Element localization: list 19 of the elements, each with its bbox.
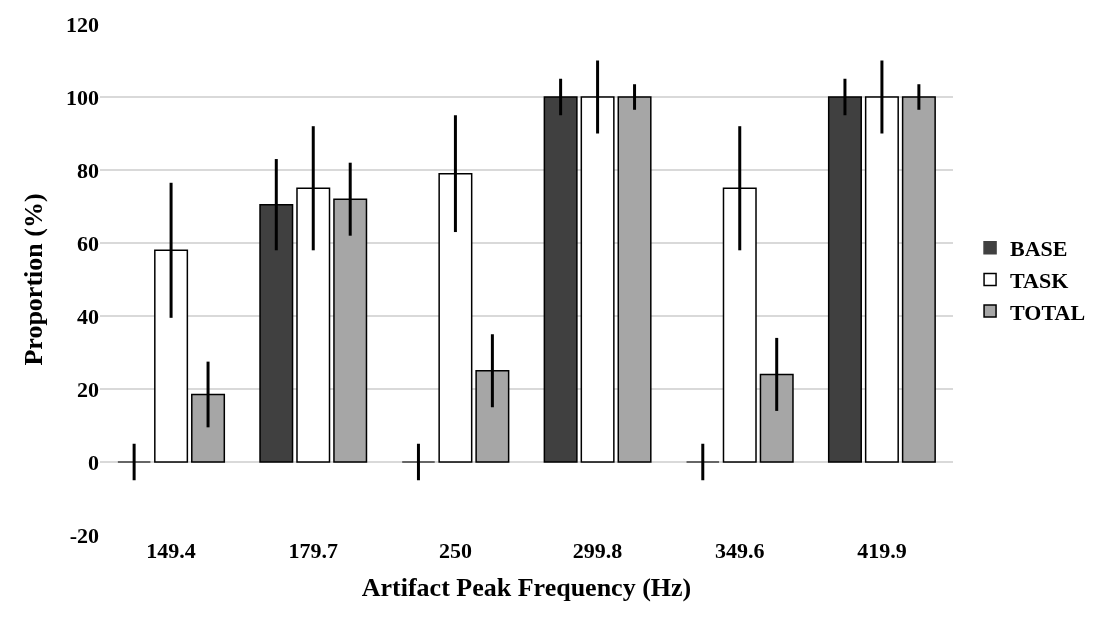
y-tick-label: 0 (88, 449, 99, 475)
x-axis-title: Artifact Peak Frequency (Hz) (361, 572, 692, 602)
legend-label: TOTAL (1010, 299, 1086, 325)
x-tick-label: 179.7 (288, 538, 338, 563)
x-tick-label: 250 (438, 538, 472, 563)
legend-label: TASK (1010, 267, 1069, 293)
y-tick-label: 40 (77, 303, 99, 329)
y-tick-label: 60 (77, 230, 99, 256)
y-axis-title: Proportion (%) (19, 193, 49, 366)
legend-label: BASE (1010, 236, 1068, 262)
x-tick-label: 419.9 (857, 538, 907, 563)
y-tick-label: 120 (66, 11, 99, 37)
x-tick-label: 299.8 (572, 538, 623, 563)
x-tick-label: 149.4 (146, 538, 196, 563)
y-tick-label: 80 (77, 157, 99, 183)
y-tick-label: 100 (66, 84, 99, 110)
y-tick-label: -20 (69, 522, 99, 548)
x-tick-label: 349.6 (715, 538, 765, 563)
y-tick-label: 20 (77, 376, 99, 402)
